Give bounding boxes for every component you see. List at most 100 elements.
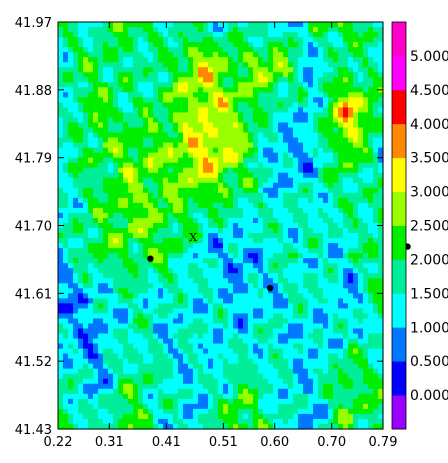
- contour-cell: [113, 373, 119, 380]
- contour-cell: [298, 318, 304, 325]
- contour-cell: [103, 238, 109, 244]
- contour-cell: [73, 388, 79, 395]
- contour-cell: [318, 268, 324, 274]
- contour-cell: [213, 162, 219, 169]
- contour-cell: [73, 348, 79, 355]
- contour-cell: [228, 338, 234, 345]
- contour-cell: [318, 238, 324, 244]
- contour-cell: [153, 343, 159, 350]
- contour-cell: [298, 167, 304, 174]
- contour-cell: [308, 393, 314, 400]
- contour-cell: [78, 112, 84, 119]
- contour-cell: [223, 228, 229, 234]
- contour-cell: [98, 253, 104, 259]
- contour-cell: [263, 202, 269, 209]
- contour-cell: [318, 318, 324, 325]
- contour-cell: [178, 27, 184, 33]
- contour-cell: [188, 92, 194, 98]
- contour-cell: [248, 273, 254, 279]
- contour-cell: [138, 47, 144, 53]
- contour-cell: [183, 52, 189, 58]
- contour-cell: [203, 172, 209, 179]
- contour-cell: [163, 117, 169, 124]
- contour-cell: [113, 233, 119, 239]
- contour-cell: [153, 217, 159, 224]
- contour-cell: [313, 258, 319, 264]
- contour-cell: [103, 92, 109, 98]
- contour-cell: [268, 278, 274, 284]
- contour-cell: [273, 393, 279, 400]
- contour-cell: [353, 263, 359, 269]
- contour-cell: [313, 278, 319, 284]
- contour-cell: [148, 393, 154, 400]
- contour-cell: [298, 348, 304, 355]
- contour-cell: [108, 192, 114, 199]
- contour-cell: [208, 47, 214, 53]
- contour-cell: [358, 132, 364, 139]
- contour-cell: [203, 268, 209, 274]
- contour-cell: [283, 268, 289, 274]
- contour-cell: [208, 383, 214, 390]
- contour-cell: [168, 117, 174, 124]
- contour-cell: [288, 233, 294, 239]
- contour-cell: [213, 217, 219, 224]
- contour-cell: [348, 27, 354, 33]
- contour-cell: [188, 37, 194, 43]
- contour-cell: [153, 47, 159, 53]
- contour-cell: [148, 27, 154, 33]
- contour-cell: [168, 137, 174, 144]
- contour-cell: [73, 152, 79, 159]
- contour-cell: [68, 117, 74, 124]
- contour-cell: [178, 278, 184, 284]
- contour-cell: [258, 313, 264, 320]
- contour-cell: [248, 37, 254, 43]
- contour-cell: [58, 67, 64, 73]
- contour-cell: [138, 202, 144, 209]
- contour-cell: [233, 383, 239, 390]
- contour-cell: [108, 182, 114, 189]
- contour-cell: [268, 57, 274, 63]
- contour-cell: [368, 152, 374, 159]
- contour-cell: [103, 373, 109, 380]
- contour-cell: [138, 97, 144, 103]
- contour-cell: [103, 57, 109, 63]
- contour-cell: [218, 383, 224, 390]
- contour-cell: [378, 353, 384, 360]
- contour-cell: [223, 288, 229, 294]
- contour-cell: [298, 82, 304, 88]
- contour-cell: [88, 187, 94, 194]
- contour-cell: [193, 132, 199, 139]
- contour-cell: [118, 32, 124, 38]
- contour-cell: [188, 47, 194, 53]
- contour-cell: [58, 263, 64, 269]
- contour-cell: [228, 283, 234, 289]
- contour-cell: [153, 403, 159, 410]
- contour-cell: [58, 318, 64, 325]
- contour-cell: [348, 152, 354, 159]
- contour-cell: [223, 162, 229, 169]
- contour-cell: [123, 343, 129, 350]
- contour-cell: [238, 62, 244, 68]
- contour-cell: [213, 318, 219, 325]
- contour-cell: [323, 152, 329, 159]
- contour-cell: [283, 92, 289, 98]
- contour-cell: [288, 132, 294, 139]
- contour-cell: [118, 137, 124, 144]
- contour-cell: [248, 333, 254, 340]
- contour-cell: [208, 42, 214, 48]
- contour-cell: [113, 358, 119, 365]
- contour-cell: [98, 142, 104, 149]
- contour-cell: [158, 388, 164, 395]
- contour-cell: [83, 92, 89, 98]
- contour-cell: [253, 22, 259, 28]
- contour-cell: [218, 228, 224, 234]
- contour-cell: [318, 32, 324, 38]
- contour-cell: [148, 197, 154, 204]
- contour-cell: [58, 343, 64, 350]
- contour-cell: [88, 278, 94, 284]
- contour-cell: [268, 107, 274, 114]
- contour-cell: [163, 142, 169, 149]
- contour-cell: [148, 278, 154, 284]
- contour-cell: [268, 167, 274, 174]
- contour-cell: [273, 333, 279, 340]
